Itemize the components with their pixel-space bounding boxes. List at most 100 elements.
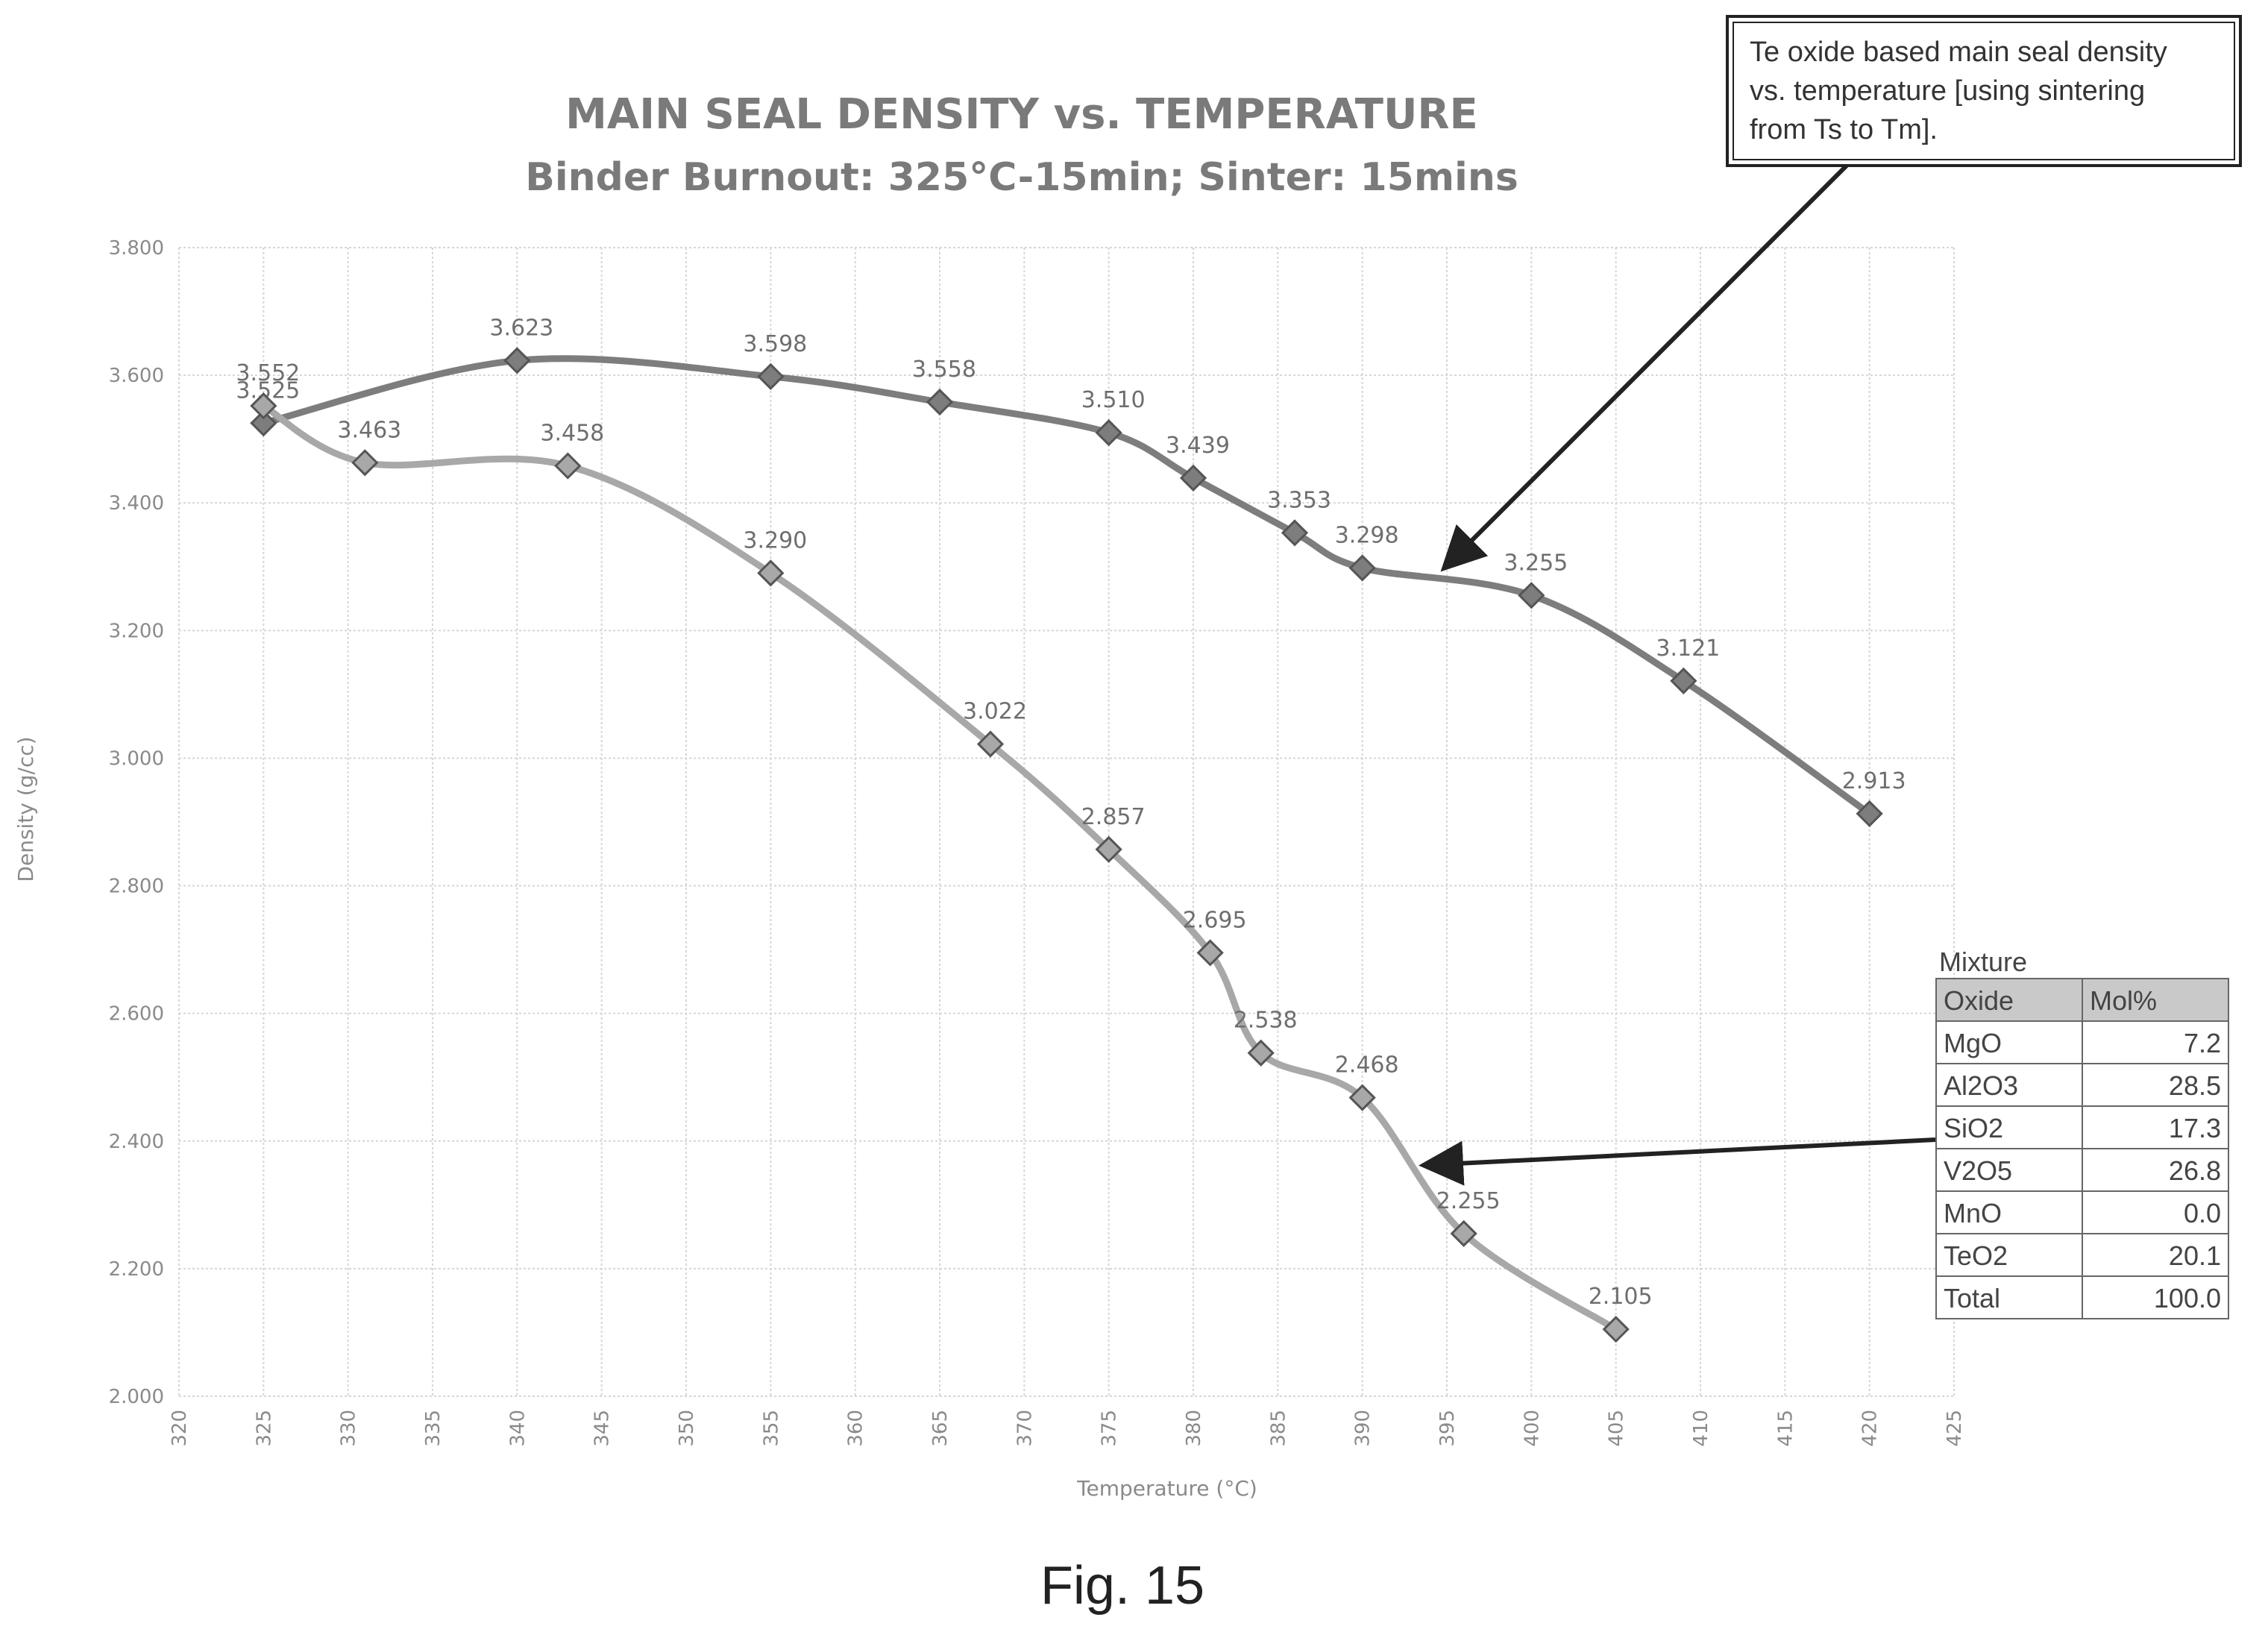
data-point: [1602, 1316, 1630, 1343]
data-point: [503, 347, 531, 374]
chart-subtitle: Binder Burnout: 325°C-15min; Sinter: 15m…: [525, 155, 1518, 200]
y-tick-label: 3.800: [109, 237, 164, 260]
callout-arrow: [1440, 163, 1849, 572]
y-tick-label: 2.000: [109, 1386, 164, 1408]
y-tick-label: 2.800: [109, 876, 164, 898]
data-label: 2.105: [1589, 1284, 1653, 1310]
table-cell-mol: 7.2: [2184, 1028, 2221, 1058]
data-label: 3.121: [1656, 635, 1720, 662]
data-point: [1518, 582, 1545, 609]
table-arrow: [1419, 1137, 1936, 1186]
x-tick-label: 390: [1352, 1410, 1375, 1447]
table-cell-mol: 20.1: [2169, 1240, 2221, 1271]
x-tick-label: 385: [1267, 1410, 1290, 1447]
series: 3.5253.6233.5983.5583.5103.4393.3533.298…: [236, 315, 1906, 1343]
x-tick-label: 380: [1183, 1410, 1205, 1447]
data-point: [976, 730, 1005, 758]
callout-box: [1726, 15, 2242, 167]
y-tick-label: 3.400: [109, 492, 164, 515]
x-tick-label: 415: [1774, 1410, 1797, 1447]
table-header-mol: Mol%: [2090, 985, 2157, 1016]
x-tick-label: 325: [253, 1410, 275, 1447]
y-tick-label: 3.200: [109, 620, 164, 642]
x-tick-label: 420: [1859, 1410, 1882, 1447]
data-label: 3.458: [540, 421, 604, 447]
data-point: [1179, 464, 1207, 492]
mixture-title: Mixture: [1939, 947, 2027, 977]
data-label: 2.913: [1842, 768, 1906, 794]
data-label: 3.558: [912, 357, 976, 383]
series-2: 3.552 3.463 3.458 3.290 3.022 2.857 2.695 2.538…: [236, 360, 1653, 1343]
table-header-oxide: Oxide: [1944, 985, 2014, 1016]
table-cell-oxide: Total: [1944, 1283, 2000, 1313]
data-point: [1450, 1220, 1477, 1247]
data-point: [250, 409, 277, 437]
table-cell-oxide: V2O5: [1944, 1155, 2012, 1186]
table-cell-oxide: MnO: [1944, 1198, 2002, 1228]
data-point: [757, 362, 785, 390]
table-cell-mol: 26.8: [2169, 1155, 2221, 1186]
x-tick-label: 320: [169, 1410, 191, 1447]
x-tick-label: 400: [1521, 1410, 1543, 1447]
x-tick-label: 345: [591, 1410, 614, 1447]
x-tick-label: 410: [1690, 1410, 1712, 1447]
x-tick-label: 360: [845, 1410, 867, 1447]
data-label: 2.255: [1436, 1188, 1501, 1214]
callout-line-3: from Ts to Tm].: [1750, 114, 1938, 145]
series-line: [260, 355, 1873, 817]
table-cell-oxide: Al2O3: [1944, 1070, 2018, 1101]
data-label: 3.463: [337, 417, 401, 443]
x-tick-label: 335: [422, 1410, 445, 1447]
data-point: [250, 392, 277, 420]
table-cell-mol: 28.5: [2169, 1070, 2221, 1101]
data-label: 2.468: [1335, 1052, 1399, 1079]
data-label: 3.598: [743, 331, 807, 357]
data-point: [757, 559, 785, 587]
data-point: [1095, 418, 1122, 447]
data-point: [1247, 1039, 1275, 1067]
table-cell-mol: 100.0: [2154, 1283, 2221, 1313]
y-tick-label: 2.600: [109, 1003, 164, 1026]
data-point: [554, 452, 582, 480]
table-cell-oxide: SiO2: [1944, 1113, 2003, 1143]
table-cell-mol: 0.0: [2184, 1198, 2221, 1228]
figure-caption: Fig. 15: [1040, 1556, 1204, 1616]
axes: 320 325 330 335 340 345 350 355 360 365 370 375 380 3…: [109, 237, 1966, 1447]
x-axis-label: Temperature (°C): [1076, 1476, 1257, 1501]
data-label: 3.510: [1081, 387, 1146, 413]
callout-line-1: Te oxide based main seal density: [1750, 37, 2167, 68]
series-line: [260, 402, 1620, 1333]
series-1: 3.5253.6233.5983.5583.5103.4393.3533.298…: [236, 315, 1906, 828]
data-point: [1856, 800, 1883, 828]
y-tick-label: 3.600: [109, 365, 164, 387]
y-tick-label: 3.000: [109, 747, 164, 770]
chart-title: MAIN SEAL DENSITY vs. TEMPERATURE: [565, 90, 1478, 139]
table-cell-oxide: TeO2: [1944, 1240, 2008, 1271]
mixture-table: Mixture Oxide Mol% MgO 7.2 Al2O3 28.5 SiO2 17.3…: [1935, 947, 2229, 1319]
data-label: 3.623: [489, 315, 553, 341]
x-tick-label: 340: [506, 1410, 529, 1447]
grid: [178, 247, 1955, 1397]
x-tick-label: 330: [338, 1410, 360, 1447]
table-cell-mol: 17.3: [2169, 1113, 2221, 1143]
data-label: 2.695: [1183, 907, 1247, 933]
data-point: [1095, 835, 1122, 863]
x-tick-label: 395: [1436, 1410, 1459, 1447]
data-point: [926, 388, 954, 416]
data-point: [1281, 519, 1309, 547]
data-label: 3.439: [1166, 433, 1230, 459]
data-label: 3.552: [236, 360, 300, 386]
data-label: 3.022: [963, 699, 1027, 725]
x-tick-label: 375: [1099, 1410, 1121, 1447]
y-tick-label: 2.200: [109, 1258, 164, 1281]
data-point: [351, 449, 379, 477]
x-tick-label: 350: [676, 1410, 698, 1447]
table-cell-oxide: MgO: [1944, 1028, 2002, 1058]
x-tick-label: 405: [1606, 1410, 1628, 1447]
y-axis-label: Density (g/cc): [13, 736, 38, 882]
data-label: 3.290: [743, 527, 807, 553]
data-label: 2.857: [1081, 804, 1146, 830]
data-point: [1348, 554, 1376, 582]
x-tick-label: 365: [929, 1410, 952, 1447]
